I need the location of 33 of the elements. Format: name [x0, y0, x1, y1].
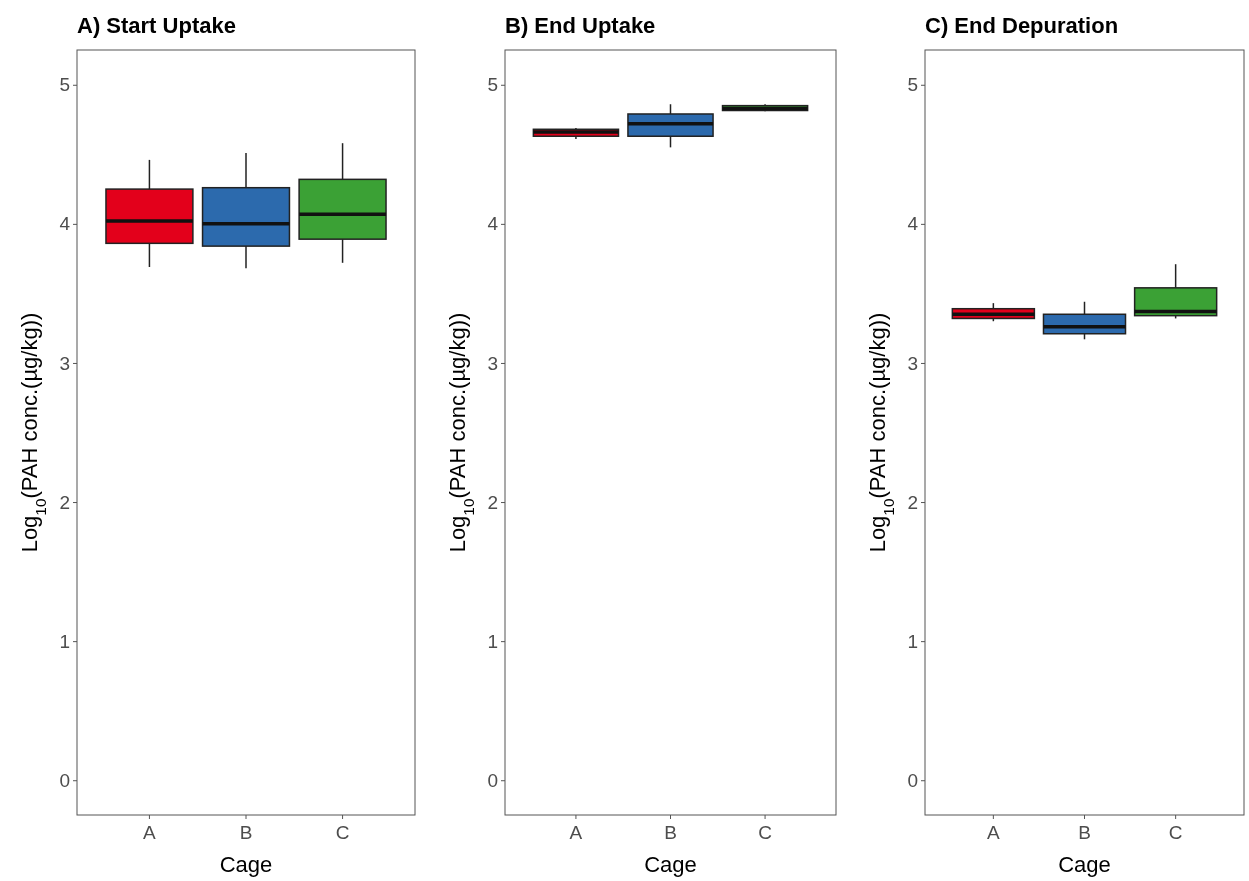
chart-title: A) Start Uptake: [77, 13, 236, 38]
y-tick-label: 4: [59, 213, 71, 235]
y-tick-label: 3: [487, 352, 498, 374]
x-tick-label: B: [664, 822, 677, 844]
x-tick-label: C: [758, 822, 772, 844]
x-axis-title: Cage: [1058, 852, 1111, 877]
x-tick-label: B: [1078, 822, 1091, 844]
y-tick-label: 4: [487, 213, 499, 235]
x-tick-label: A: [987, 822, 1001, 844]
x-tick-label: C: [1168, 822, 1183, 844]
x-tick-label: B: [239, 822, 253, 844]
x-tick-label: A: [569, 822, 583, 844]
y-tick-label: 5: [487, 74, 498, 96]
y-tick-label: 0: [59, 769, 70, 791]
y-tick-label: 3: [907, 352, 918, 374]
y-tick-label: 5: [59, 74, 70, 96]
y-tick-label: 5: [907, 74, 918, 96]
y-tick-label: 2: [487, 491, 498, 513]
y-tick-label: 3: [59, 352, 70, 374]
y-tick-label: 4: [907, 213, 919, 235]
chart-title: C) End Depuration: [925, 13, 1119, 38]
y-tick-label: 1: [487, 630, 498, 652]
y-tick-label: 0: [487, 769, 498, 791]
y-tick-label: 2: [59, 491, 70, 513]
y-tick-label: 0: [907, 769, 918, 791]
y-tick-label: 2: [907, 491, 918, 513]
y-tick-label: 1: [59, 630, 70, 652]
x-tick-label: A: [143, 822, 157, 844]
x-axis-title: Cage: [219, 852, 273, 877]
x-axis-title: Cage: [644, 852, 697, 877]
chart-title: B) End Uptake: [505, 13, 656, 38]
x-tick-label: C: [335, 822, 350, 844]
y-tick-label: 1: [907, 630, 918, 652]
